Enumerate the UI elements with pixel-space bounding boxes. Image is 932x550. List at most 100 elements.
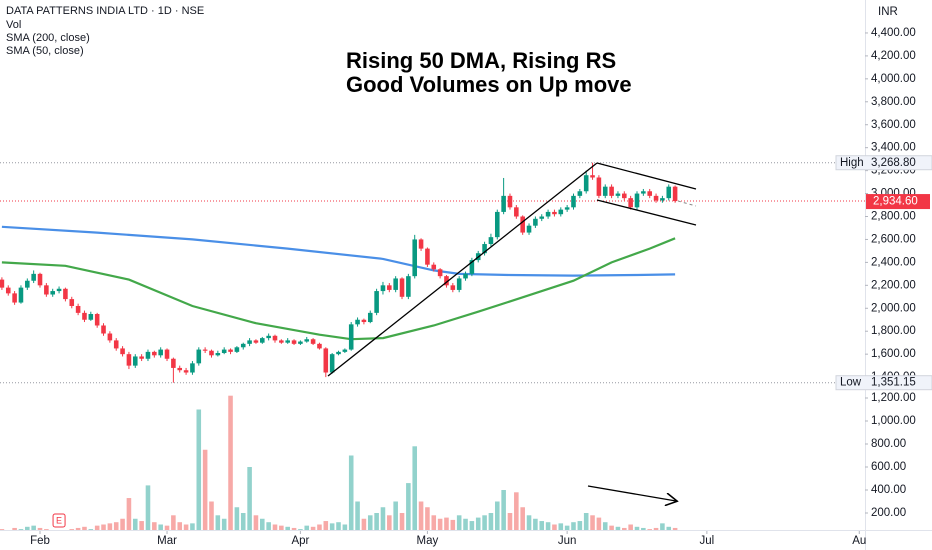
- volume-bar: [221, 518, 227, 530]
- candle-body: [444, 276, 449, 286]
- volume-bar: [425, 507, 430, 530]
- volume-bar: [653, 527, 659, 530]
- candle-body: [393, 278, 398, 290]
- candle-body: [596, 177, 602, 196]
- candle-body: [539, 216, 545, 219]
- volume-bar: [406, 483, 411, 530]
- candle-body: [387, 285, 392, 290]
- volume-bar: [520, 507, 525, 530]
- legend-indicator: SMA (50, close): [6, 45, 84, 57]
- volume-bar: [437, 518, 443, 530]
- candle-body: [31, 273, 36, 281]
- volume-bar: [564, 525, 570, 530]
- candle-body: [450, 285, 456, 290]
- candle-body: [310, 339, 316, 344]
- volume-tick-label: 400.00: [871, 484, 906, 496]
- candle-body: [336, 351, 341, 355]
- candle-body: [456, 278, 462, 290]
- candle-body: [323, 348, 329, 373]
- volume-bar: [18, 529, 24, 530]
- y-tick-label: 3,400.00: [871, 142, 916, 154]
- currency-label: INR: [878, 6, 898, 18]
- volume-bar: [291, 527, 297, 530]
- volume-bar: [336, 522, 341, 530]
- volume-bar: [126, 498, 132, 530]
- candle-body: [666, 186, 672, 199]
- candle-body: [126, 354, 132, 366]
- badge-value: 3,268.80: [871, 157, 916, 169]
- volume-bar: [609, 525, 614, 530]
- annotation: Rising 50 DMA, Rising RS: [346, 48, 616, 73]
- volume-bar: [482, 515, 487, 530]
- volume-bar: [37, 527, 43, 530]
- volume-bar: [158, 524, 163, 530]
- volume-bar: [469, 521, 475, 530]
- y-tick-label: 4,000.00: [871, 73, 916, 85]
- volume-bar: [164, 525, 170, 530]
- volume-bar: [393, 501, 398, 530]
- badge-value: 1,351.15: [871, 377, 916, 389]
- volume-bar: [139, 521, 144, 530]
- candle-body: [653, 195, 659, 201]
- earnings-label: E: [56, 515, 62, 525]
- volume-bar: [418, 501, 424, 530]
- candle-body: [418, 239, 424, 249]
- candle-body: [215, 353, 221, 356]
- candle-body: [545, 211, 551, 217]
- volume-bar: [253, 515, 259, 530]
- candle-body: [88, 314, 94, 320]
- volume-bar: [107, 523, 113, 530]
- volume-bar: [380, 507, 386, 530]
- candle-body: [609, 186, 614, 196]
- volume-bar: [44, 529, 49, 530]
- last-price-label: 2,934.60: [873, 196, 918, 208]
- y-tick-label: 1,600.00: [871, 348, 916, 360]
- x-tick-label: May: [417, 535, 439, 547]
- candle-body: [101, 325, 106, 334]
- candle-body: [622, 193, 627, 199]
- volume-bar: [412, 446, 418, 530]
- candle-body: [0, 279, 5, 288]
- candle-body: [577, 191, 583, 196]
- candle-body: [279, 340, 284, 343]
- volume-bar: [666, 526, 672, 530]
- candle-body: [342, 349, 348, 352]
- candle-body: [406, 276, 411, 297]
- y-tick-label: 4,200.00: [871, 50, 916, 62]
- candle-body: [183, 370, 189, 373]
- candle-body: [304, 339, 310, 342]
- y-tick-label: 1,800.00: [871, 325, 916, 337]
- volume-bar: [622, 527, 627, 530]
- candle-body: [12, 293, 17, 303]
- y-tick-label: 3,800.00: [871, 96, 916, 108]
- candle-body: [590, 175, 595, 178]
- volume-bar: [545, 522, 551, 530]
- candle-body: [113, 340, 119, 349]
- volume-bar: [82, 526, 87, 530]
- legend-indicator: SMA (200, close): [6, 32, 90, 44]
- candle-body: [329, 354, 335, 373]
- last-price-badge: [866, 194, 930, 210]
- volume-bar: [69, 529, 75, 530]
- candle-body: [647, 191, 652, 196]
- volume-bar: [177, 522, 183, 530]
- volume-bar: [266, 522, 271, 530]
- candle-body: [260, 338, 265, 343]
- volume-bar: [596, 517, 602, 530]
- volume-bar: [247, 466, 252, 530]
- x-tick-label: Jul: [700, 535, 715, 547]
- candle-body: [520, 216, 525, 233]
- volume-bar: [310, 526, 316, 530]
- candle-body: [37, 273, 43, 286]
- volume-bar: [672, 527, 678, 530]
- candle-body: [69, 299, 75, 306]
- trend-line: [327, 162, 598, 377]
- candle-body: [132, 356, 138, 366]
- volume-bar: [501, 489, 506, 530]
- candle-body: [145, 351, 151, 359]
- candle-body: [558, 209, 564, 215]
- candle-body: [139, 356, 144, 359]
- candle-body: [25, 280, 30, 288]
- volume-bar: [285, 526, 290, 530]
- x-tick-label: Feb: [30, 535, 50, 547]
